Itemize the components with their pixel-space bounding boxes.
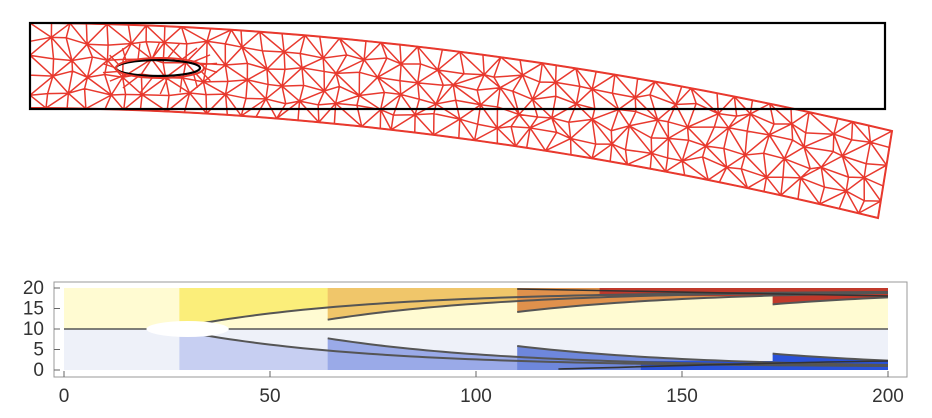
band-bottom-2 [327,338,888,370]
contour-line-top-2 [327,291,888,321]
contour-lines [64,288,888,370]
y-tick-label: 5 [33,340,44,361]
undeformed-beam-outline [28,21,887,111]
y-tick-label: 0 [33,360,44,381]
x-tick-label: 200 [872,386,904,407]
x-tick-label: 0 [59,386,70,407]
y-tick-label: 20 [23,278,44,299]
y-tick-label: 15 [23,299,44,320]
contour-line-top-5 [517,288,888,297]
hole-refinement-mesh [102,41,218,95]
hole-region [146,321,229,337]
y-tick-label: 10 [23,319,44,340]
x-tick-label: 150 [666,386,698,407]
contour-line-top-4 [772,296,888,306]
deformed-hole [102,41,218,95]
deformed-beam-boundary [29,21,894,220]
band-top-2 [327,288,888,320]
x-tick-label: 50 [259,386,280,407]
contour-line-bottom-3 [517,344,888,367]
contour-line-bottom-5 [558,360,888,370]
x-axis-ticks: 0 50 100 150 200 [59,371,904,407]
contour-line-bottom-2 [327,337,888,367]
contour-line-bottom-4 [772,352,888,362]
deformed-mesh-figure [28,21,894,220]
x-tick-label: 100 [460,386,492,407]
deformed-mesh [29,21,894,220]
